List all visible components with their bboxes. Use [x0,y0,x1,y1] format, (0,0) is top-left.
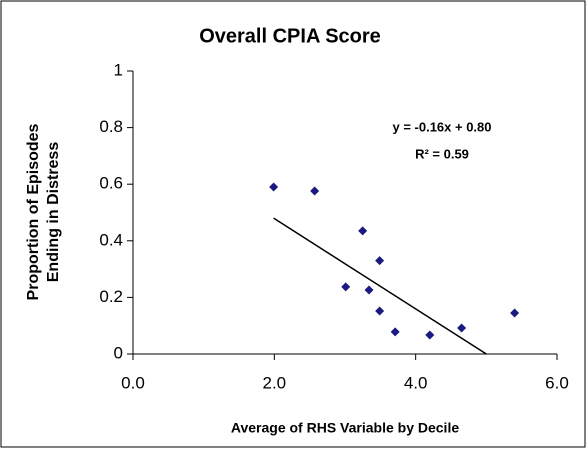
trendline [273,217,487,355]
point [375,306,385,316]
equation: y = -0.16x + 0.80 [392,119,491,134]
chart-title: Overall CPIA Score [199,25,381,47]
y-tick-label: 0.4 [99,230,123,249]
point [364,285,374,295]
x-tick-label: 0.0 [121,373,145,392]
point [390,327,400,337]
point [269,182,279,192]
point [358,226,368,236]
point [457,323,467,333]
y-axis-label-line: Ending in Distress [45,142,62,283]
point [341,282,351,292]
y-axis-label: Proportion of Episodes Ending in Distres… [25,123,62,300]
x-tick-label: 2.0 [263,373,287,392]
y-axis-label-line: Proportion of Episodes [25,123,42,300]
y-tick-label: 0.8 [99,117,123,136]
point [310,186,320,196]
y-tick-label: 1 [114,60,123,79]
x-tick-label: 4.0 [404,373,428,392]
point [510,308,520,318]
y-tick-label: 0.2 [99,287,123,306]
x-axis-label: Average of RHS Variable by Decile [231,420,459,436]
point [375,256,385,266]
y-tick-label: 0 [114,343,123,362]
x-tick-label: 6.0 [545,373,569,392]
y-tick-label: 0.6 [99,174,123,193]
r-squared: R² = 0.59 [415,146,469,161]
point [425,330,435,340]
